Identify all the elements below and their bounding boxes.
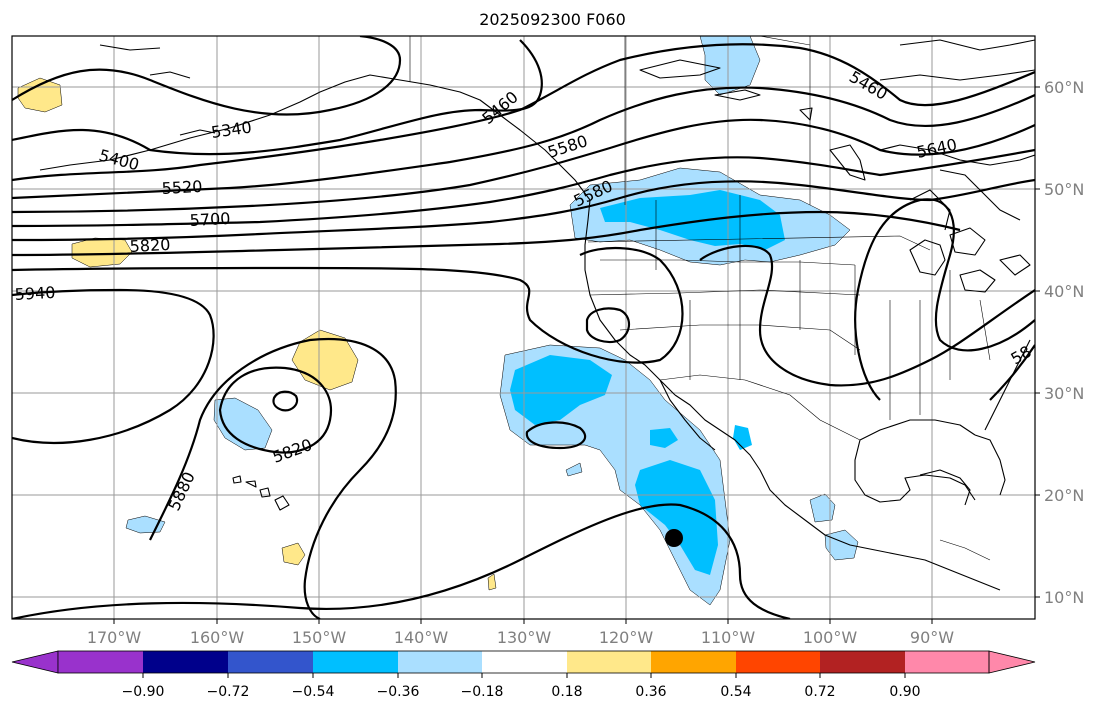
contour-label-5520: 5520 — [161, 177, 203, 198]
colorbar-segment — [143, 651, 228, 673]
lon-label: 150°W — [292, 628, 347, 647]
colorbar-segment — [482, 651, 567, 673]
lon-label: 140°W — [394, 628, 449, 647]
colorbar-tick: 0.18 — [551, 684, 582, 700]
colorbar-tick: −0.90 — [122, 684, 165, 700]
contour-us-ridge — [854, 198, 1035, 401]
contour-5460 — [12, 43, 1035, 182]
lon-label: 110°W — [701, 628, 756, 647]
colorbar-tick: 0.90 — [889, 684, 920, 700]
contour-label-5700: 5700 — [189, 209, 231, 230]
anomaly-region-alaska — [699, 36, 761, 96]
contour-small-ring — [585, 307, 631, 344]
height-contours — [12, 36, 1035, 619]
longitude-labels: 170°W 160°W 150°W 140°W 130°W 120°W 110°… — [87, 628, 954, 647]
anomaly-core-nw — [600, 190, 785, 250]
lat-label: 10°N — [1044, 588, 1084, 607]
contour-5880-east — [12, 503, 791, 619]
colorbar-tick: 0.72 — [804, 684, 835, 700]
latitude-labels: 60°N 50°N 40°N 30°N 20°N 10°N — [1044, 78, 1084, 607]
contour-label-58: 58 — [1008, 342, 1035, 369]
anomaly-positive-2 — [71, 237, 133, 268]
colorbar-segment — [228, 651, 313, 673]
contour-label-5820-a: 5820 — [129, 235, 171, 256]
anomaly-positive-4 — [281, 542, 306, 566]
lat-label: 50°N — [1044, 180, 1084, 199]
contour-label-5820-b: 5820 — [270, 435, 315, 467]
contour-label-5460-a: 5460 — [478, 87, 521, 128]
colorbar-tick: −0.72 — [207, 684, 250, 700]
colorbar-segment — [567, 651, 651, 673]
anomaly-region-small — [565, 462, 583, 477]
colorbar-extend-low — [11, 650, 59, 674]
anomaly-positive-1 — [17, 77, 63, 113]
contour-5580 — [12, 118, 1035, 214]
colorbar-segment — [651, 651, 736, 673]
lon-label: 100°W — [803, 628, 858, 647]
lat-label: 20°N — [1044, 486, 1084, 505]
contour-5400 — [12, 39, 543, 156]
colorbar-extend-high — [988, 650, 1036, 674]
lon-label: 90°W — [910, 628, 954, 647]
lon-label: 160°W — [190, 628, 245, 647]
contour-east-5820 — [989, 344, 1035, 401]
anomaly-positive-5 — [487, 573, 497, 591]
colorbar-tick: −0.54 — [292, 684, 335, 700]
anomaly-region-hawaii — [213, 397, 273, 451]
lon-label: 170°W — [87, 628, 142, 647]
colorbar-segment — [905, 651, 989, 673]
contour-5640 — [12, 148, 1035, 228]
anomaly-region-mex2 — [824, 529, 859, 561]
contour-label-5580-a: 5580 — [545, 131, 590, 162]
hurricane-center-marker — [665, 529, 683, 547]
anomaly-region-sw-pacific — [125, 515, 166, 534]
lon-label: 130°W — [497, 628, 552, 647]
contour-us-trough — [699, 244, 1035, 387]
anomaly-region-mex1 — [809, 493, 836, 523]
contour-baja-loop — [525, 421, 587, 450]
contour-label-5880: 5880 — [164, 469, 198, 514]
colorbar-tick: 0.54 — [720, 684, 751, 700]
contour-label-5460-b: 5460 — [846, 67, 891, 104]
contour-label-5940: 5940 — [14, 283, 56, 304]
contour-5520 — [12, 86, 1035, 200]
colorbar-tick: −0.36 — [377, 684, 420, 700]
lat-label: 40°N — [1044, 282, 1084, 301]
anomaly-core-baja1 — [510, 355, 612, 425]
lat-label: 60°N — [1044, 78, 1084, 97]
colorbar-segment — [58, 651, 143, 673]
colorbar-segment — [736, 651, 820, 673]
borders — [409, 36, 991, 561]
anomaly-core-mex — [733, 425, 752, 450]
map-title: 2025092300 F060 — [479, 10, 626, 29]
contour-label-5400: 5400 — [97, 146, 141, 175]
contour-label-5340: 5340 — [210, 117, 253, 141]
lon-label: 120°W — [599, 628, 654, 647]
lat-label: 30°N — [1044, 384, 1084, 403]
contour-5940 — [12, 247, 684, 364]
anomaly-core-baja3 — [650, 428, 678, 448]
contour-5880 — [12, 288, 215, 444]
contour-5820-center — [272, 390, 299, 412]
contour-5820-ring — [218, 366, 332, 454]
colorbar-tick: −0.18 — [461, 684, 504, 700]
colorbar-tick: 0.36 — [635, 684, 666, 700]
contour-5820-north — [12, 210, 961, 257]
colorbar-segment — [313, 651, 398, 673]
axis-ticks — [113, 86, 1040, 624]
coastlines — [39, 39, 1035, 591]
contour-5340 — [12, 36, 402, 116]
anomaly-core-baja2 — [635, 460, 718, 575]
contour-5880-south — [149, 338, 397, 619]
colorbar: −0.90 −0.72 −0.54 −0.36 −0.18 0.18 0.36 … — [11, 650, 1036, 700]
graticule — [12, 36, 1035, 619]
colorbar-segment — [398, 651, 482, 673]
colorbar-segment — [820, 651, 905, 673]
